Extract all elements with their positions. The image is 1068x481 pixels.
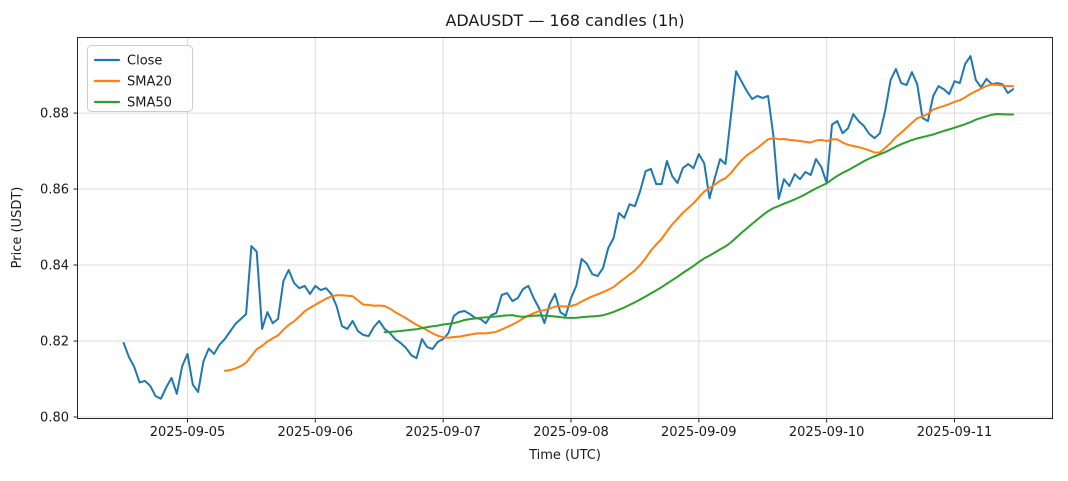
legend-label-close: Close: [127, 54, 162, 69]
chart-title: ADAUSDT — 168 candles (1h): [445, 11, 684, 30]
y-tick-label: 0.88: [40, 107, 69, 122]
x-tick-label: 2025-09-08: [533, 425, 609, 440]
legend: Close SMA20 SMA50: [87, 45, 193, 112]
y-tick-label: 0.84: [40, 259, 69, 274]
y-axis-label: Price (USDT): [10, 187, 25, 269]
legend-label-sma20: SMA20: [127, 75, 172, 90]
x-tick-label: 2025-09-06: [278, 425, 354, 440]
x-tick-label: 2025-09-07: [405, 425, 481, 440]
tick-layer: 2025-09-05 2025-09-06 2025-09-07 2025-09-08…: [40, 107, 992, 440]
series-line-sma20: [223, 83, 1015, 372]
x-tick-label: 2025-09-11: [917, 425, 993, 440]
series-layer: [122, 55, 1015, 400]
legend-label-sma50: SMA50: [127, 96, 172, 111]
x-tick-label: 2025-09-05: [150, 425, 226, 440]
y-tick-label: 0.80: [40, 410, 69, 425]
grid-layer: [77, 37, 1053, 419]
legend-box: [87, 45, 193, 112]
x-axis-label: Time (UTC): [528, 448, 601, 463]
series-line-sma50: [383, 113, 1015, 334]
x-tick-label: 2025-09-09: [661, 425, 737, 440]
y-tick-label: 0.82: [40, 335, 69, 350]
x-tick-label: 2025-09-10: [789, 425, 865, 440]
y-tick-label: 0.86: [40, 183, 69, 198]
axes-frame: [77, 37, 1053, 419]
